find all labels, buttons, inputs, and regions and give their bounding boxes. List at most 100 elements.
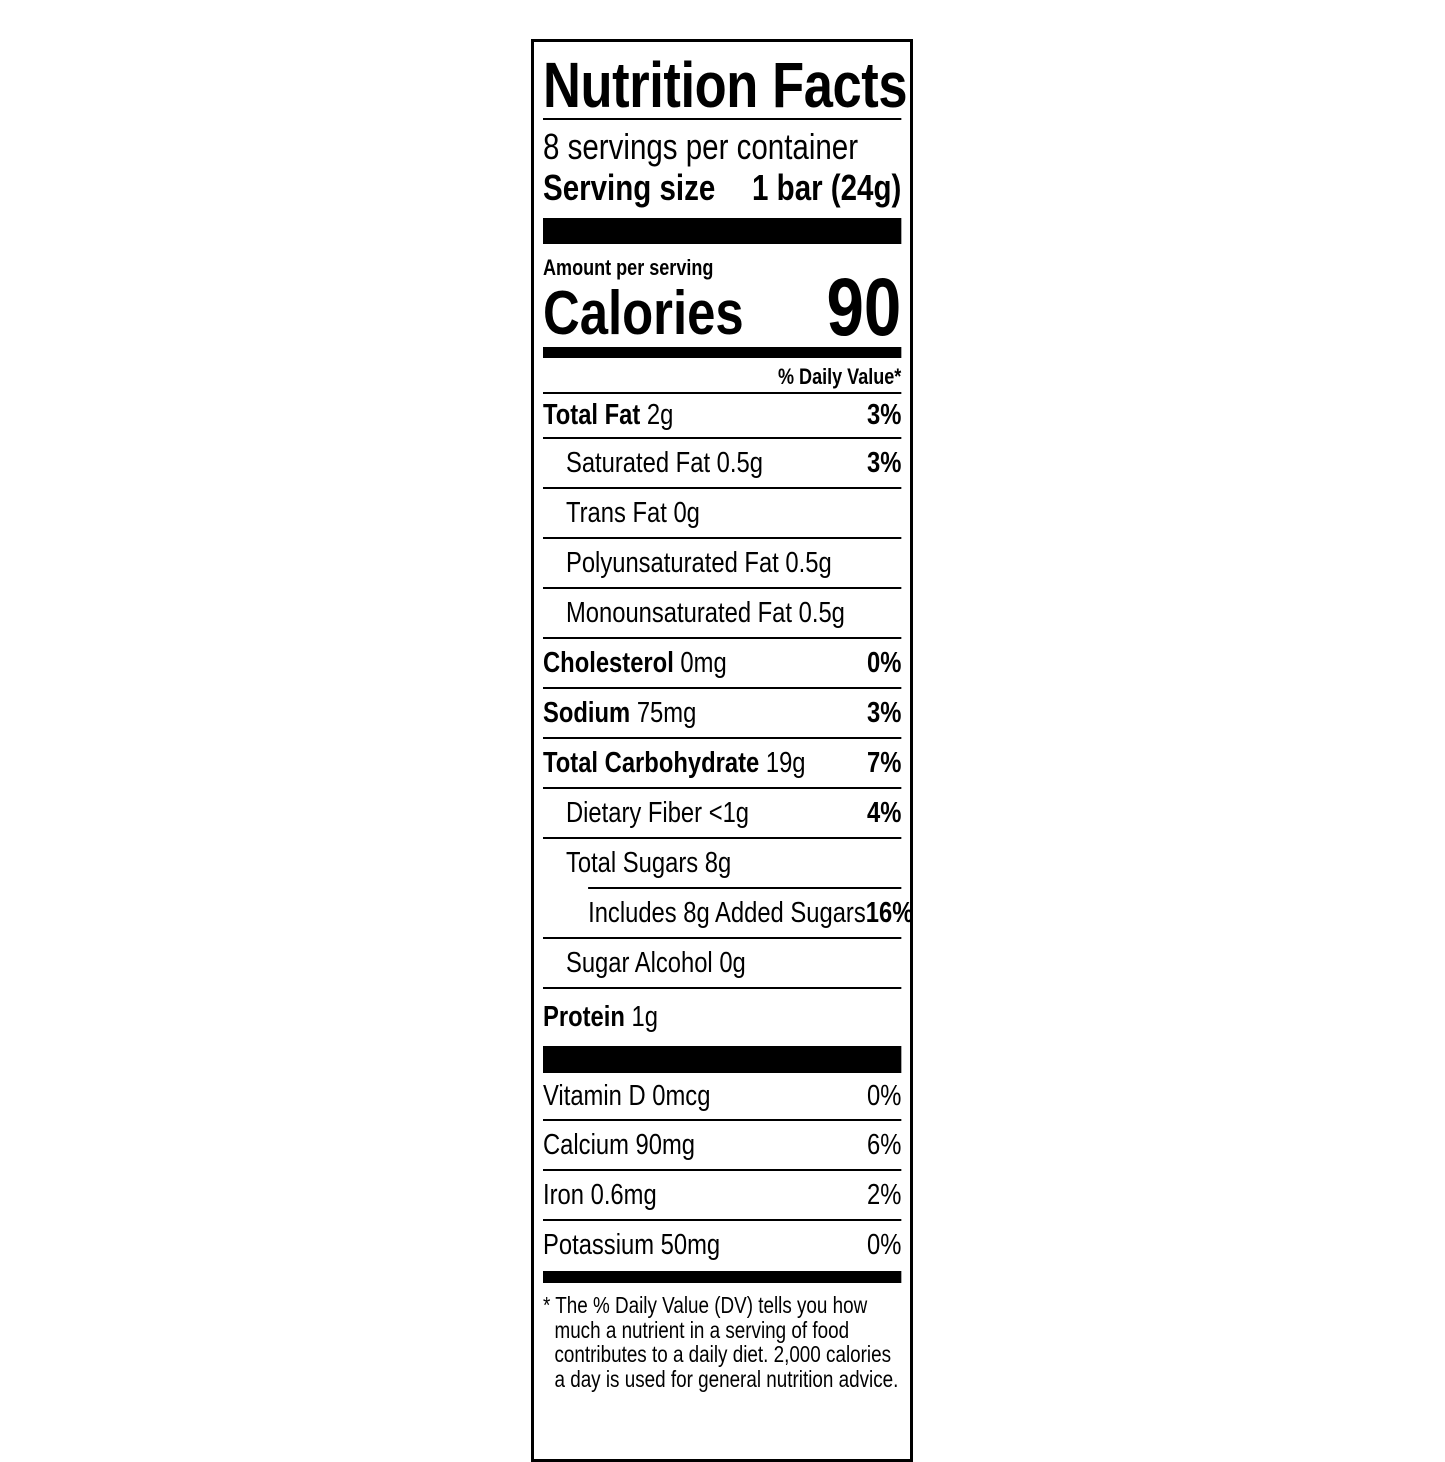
vitamin-name: Iron	[543, 1178, 584, 1211]
nutrient-name: Sugar Alcohol	[565, 946, 713, 979]
vitamin-name: Calcium	[543, 1128, 629, 1161]
medium-bar	[543, 1271, 902, 1283]
amount-per-serving: Amount per serving	[543, 255, 714, 280]
calories-label: Calories	[543, 279, 744, 348]
nutrient-amount: 0.5g	[798, 596, 845, 629]
nutrient-label: Total Sugars 8g	[566, 847, 731, 880]
nutrient-amount: 1g	[631, 1000, 658, 1033]
nutrient-row: Cholesterol 0mg 0%	[543, 638, 901, 688]
nutrient-row: Total Sugars 8g	[543, 838, 901, 888]
serving-size-label: Serving size	[543, 167, 716, 208]
nutrient-row: Dietary Fiber <1g 4%	[543, 788, 901, 838]
nutrient-name: Polyunsaturated Fat	[565, 546, 779, 579]
vitamin-row: Potassium 50mg 0%	[543, 1220, 901, 1271]
nutrient-label: Total Carbohydrate 19g	[543, 747, 806, 780]
vitamin-amount: 0mcg	[652, 1080, 711, 1112]
vitamin-label: Iron 0.6mg	[543, 1179, 657, 1212]
nutrient-daily-value: 0%	[866, 646, 902, 679]
serving-size-row: Serving size 1 bar (24g)	[543, 167, 901, 209]
divider	[543, 1219, 902, 1221]
vitamin-row: Calcium 90mg 6%	[543, 1120, 901, 1170]
nutrient-row: Monounsaturated Fat 0.5g	[543, 588, 901, 638]
divider	[543, 987, 902, 989]
nutrient-daily-value: 4%	[866, 796, 902, 829]
vitamin-amount: 50mg	[660, 1229, 721, 1261]
nutrient-name: Cholesterol	[543, 646, 674, 679]
nutrient-amount: 0.5g	[716, 446, 763, 479]
label-title: Nutrition Facts	[543, 49, 908, 121]
nutrient-amount: 19g	[765, 746, 806, 779]
footnote: * The % Daily Value (DV) tells you how m…	[543, 1292, 899, 1392]
nutrient-daily-value: 3%	[866, 446, 902, 479]
divider	[588, 887, 902, 889]
nutrient-name: Saturated Fat	[565, 446, 711, 479]
nutrient-label: Includes 8g Added Sugars	[588, 897, 866, 930]
vitamin-name: Vitamin D	[543, 1080, 646, 1112]
vitamin-name: Potassium	[543, 1229, 655, 1261]
vitamin-daily-value: 0%	[866, 1080, 902, 1112]
nutrient-amount: 2g	[646, 399, 674, 431]
vitamin-label: Calcium 90mg	[543, 1129, 695, 1162]
nutrient-label: Trans Fat 0g	[566, 497, 700, 530]
nutrient-daily-value: 7%	[866, 746, 902, 779]
divider	[543, 787, 902, 789]
nutrient-name: Trans Fat	[565, 496, 667, 529]
divider	[543, 687, 902, 689]
nutrient-amount: 0g	[719, 946, 746, 979]
nutrient-name: Sodium	[543, 696, 631, 729]
nutrient-name: Total Fat	[543, 399, 641, 431]
nutrient-label: Polyunsaturated Fat 0.5g	[566, 547, 832, 580]
nutrient-daily-value: 3%	[866, 399, 902, 431]
nutrient-row: Trans Fat 0g	[543, 488, 901, 538]
vitamin-daily-value: 0%	[866, 1229, 902, 1261]
nutrient-name: Total Sugars	[565, 846, 699, 879]
divider	[543, 392, 902, 394]
nutrient-label: Total Fat 2g	[543, 399, 673, 432]
nutrient-name: Dietary Fiber	[565, 796, 703, 829]
nutrient-name: Monounsaturated Fat	[565, 596, 793, 629]
nutrient-row: Total Carbohydrate 19g 7%	[543, 738, 901, 788]
nutrient-name: Total Carbohydrate	[543, 746, 760, 779]
nutrient-label: Sodium 75mg	[543, 697, 696, 730]
thick-bar	[543, 1046, 902, 1073]
vitamin-label: Vitamin D 0mcg	[543, 1080, 710, 1113]
nutrient-amount: <1g	[708, 796, 750, 829]
nutrient-label: Dietary Fiber <1g	[566, 797, 749, 830]
nutrient-daily-value: 3%	[866, 696, 902, 729]
nutrient-amount: 75mg	[636, 696, 697, 729]
vitamin-row: Vitamin D 0mcg 0%	[543, 1073, 901, 1120]
serving-size-value: 1 bar (24g)	[752, 167, 902, 208]
nutrient-row: Sugar Alcohol 0g	[543, 938, 901, 988]
calories-row: Calories 90	[543, 267, 901, 349]
divider	[543, 937, 902, 939]
nutrient-daily-value: 16%	[865, 896, 914, 929]
nutrient-label: Protein 1g	[543, 1001, 658, 1034]
medium-bar	[543, 347, 902, 358]
vitamin-label: Potassium 50mg	[543, 1229, 720, 1262]
nutrient-amount: 0.5g	[785, 546, 832, 579]
nutrient-row: Polyunsaturated Fat 0.5g	[543, 538, 901, 588]
label-content: Nutrition Facts 8 servings per container…	[543, 39, 913, 1462]
divider	[543, 637, 902, 639]
nutrient-row: Saturated Fat 0.5g 3%	[543, 438, 901, 488]
servings-per-container: 8 servings per container	[543, 126, 859, 167]
divider	[543, 118, 902, 120]
nutrient-amount: 0mg	[680, 646, 727, 679]
divider	[543, 437, 902, 439]
divider	[543, 587, 902, 589]
nutrient-label: Saturated Fat 0.5g	[566, 447, 763, 480]
nutrient-row: Sodium 75mg 3%	[543, 688, 901, 738]
vitamin-amount: 90mg	[635, 1128, 695, 1161]
divider	[543, 487, 902, 489]
vitamin-row: Iron 0.6mg 2%	[543, 1170, 901, 1220]
nutrient-amount: 0g	[673, 496, 700, 529]
nutrient-row: Total Fat 2g 3%	[543, 393, 901, 438]
vitamin-daily-value: 6%	[866, 1128, 902, 1161]
nutrition-facts-label: Nutrition Facts 8 servings per container…	[531, 39, 913, 1462]
divider	[543, 1119, 902, 1121]
divider	[543, 1169, 902, 1171]
nutrient-name: Includes 8g Added Sugars	[588, 896, 866, 929]
nutrient-row: Includes 8g Added Sugars 16%	[543, 888, 913, 938]
vitamin-daily-value: 2%	[866, 1178, 902, 1211]
divider	[543, 837, 902, 839]
